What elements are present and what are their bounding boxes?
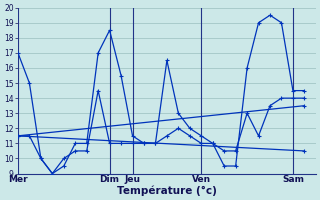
X-axis label: Température (°c): Température (°c) [117, 185, 217, 196]
